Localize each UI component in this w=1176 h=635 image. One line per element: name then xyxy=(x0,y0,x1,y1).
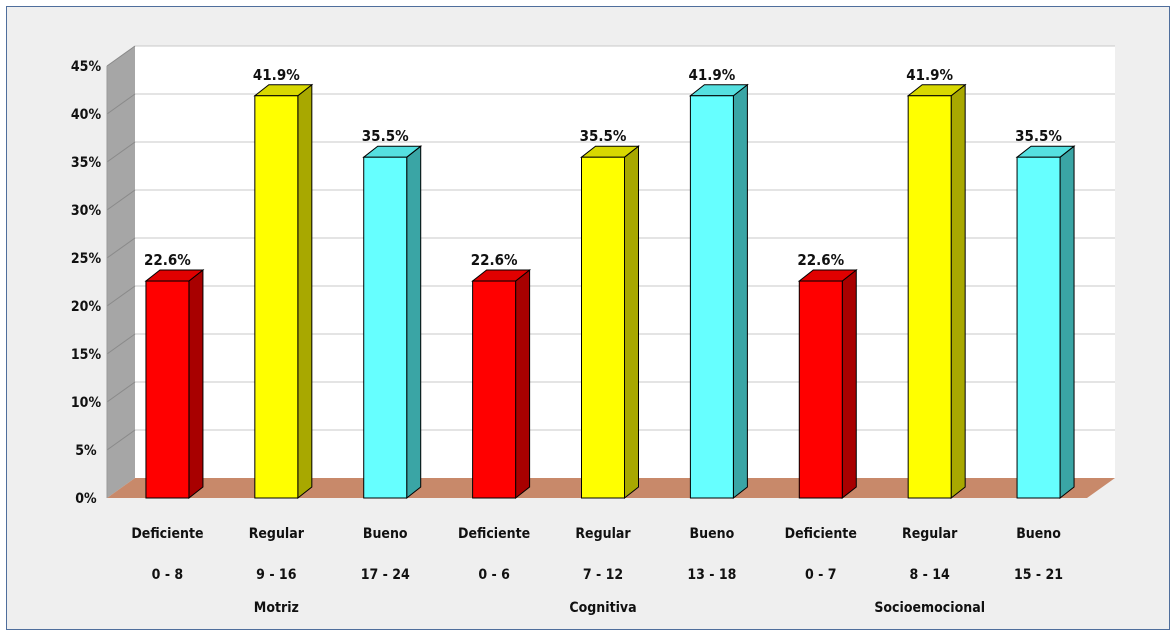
gridline-side xyxy=(106,333,136,355)
gridline-side xyxy=(106,45,136,67)
data-label: 35.5% xyxy=(362,127,409,145)
data-label: 22.6% xyxy=(471,251,518,269)
y-tick-label: 15% xyxy=(71,347,102,363)
bar-side xyxy=(188,269,204,500)
x-tick-label-level: Deficiente xyxy=(785,526,857,542)
bar xyxy=(798,280,843,499)
y-tick-label: 25% xyxy=(71,251,102,267)
x-tick-label-level: Bueno xyxy=(690,526,735,542)
y-tick-label: 10% xyxy=(71,395,102,411)
x-tick-label-range: 0 - 8 xyxy=(152,567,184,583)
x-tick-label-range: 8 - 14 xyxy=(910,567,951,583)
x-tick-label-range: 7 - 12 xyxy=(583,567,623,583)
x-tick-label-level: Bueno xyxy=(363,526,408,542)
gridline-side xyxy=(106,189,136,211)
y-tick-label: 35% xyxy=(71,155,102,171)
x-tick-label-range: 9 - 16 xyxy=(256,567,297,583)
x-tick-label-level: Deficiente xyxy=(131,526,203,542)
bar-side xyxy=(950,83,966,500)
data-label: 41.9% xyxy=(253,66,300,84)
data-label: 35.5% xyxy=(1015,127,1062,145)
bar xyxy=(472,280,517,499)
x-tick-label-level: Bueno xyxy=(1016,526,1061,542)
x-tick-label-range: 0 - 7 xyxy=(805,567,837,583)
bar-side xyxy=(732,83,748,500)
group-label: Motriz xyxy=(254,600,299,616)
x-tick-label-range: 15 - 21 xyxy=(1014,567,1063,583)
x-tick-label-level: Regular xyxy=(575,526,631,542)
data-label: 41.9% xyxy=(906,66,953,84)
bar xyxy=(145,280,190,499)
data-label: 41.9% xyxy=(688,66,735,84)
x-tick-label-range: 0 - 6 xyxy=(478,567,510,583)
bar xyxy=(689,95,734,499)
y-tick-label: 0% xyxy=(75,491,97,507)
gridline-side xyxy=(106,141,136,163)
bar xyxy=(907,95,952,499)
x-tick-label-range: 13 - 18 xyxy=(687,567,736,583)
gridline-side xyxy=(106,429,136,451)
x-tick-label-range: 17 - 24 xyxy=(361,567,410,583)
data-label: 22.6% xyxy=(144,251,191,269)
y-tick-label: 20% xyxy=(71,299,102,315)
gridline-side xyxy=(106,93,136,115)
x-tick-label-level: Regular xyxy=(249,526,305,542)
y-tick-label: 45% xyxy=(71,59,102,75)
bar xyxy=(254,95,299,499)
bar-side xyxy=(841,269,857,500)
gridline-side xyxy=(106,237,136,259)
gridline-side xyxy=(106,285,136,307)
gridline-side xyxy=(106,381,136,403)
group-label: Socioemocional xyxy=(874,600,985,616)
bar xyxy=(1016,156,1061,499)
bar-side xyxy=(515,269,531,500)
bar-side xyxy=(406,145,422,500)
x-tick-label-level: Deficiente xyxy=(458,526,530,542)
bar-side xyxy=(297,83,313,500)
group-label: Cognitiva xyxy=(569,600,636,616)
y-tick-label: 30% xyxy=(71,203,102,219)
bar-side xyxy=(624,145,639,500)
data-label: 22.6% xyxy=(797,251,844,269)
bar xyxy=(363,156,408,499)
y-tick-label: 5% xyxy=(75,443,97,459)
data-label: 35.5% xyxy=(580,127,627,145)
x-tick-label-level: Regular xyxy=(902,526,958,542)
bar xyxy=(581,156,625,499)
side-wall xyxy=(107,46,135,498)
y-tick-label: 40% xyxy=(71,107,102,123)
bar-side xyxy=(1059,145,1075,500)
